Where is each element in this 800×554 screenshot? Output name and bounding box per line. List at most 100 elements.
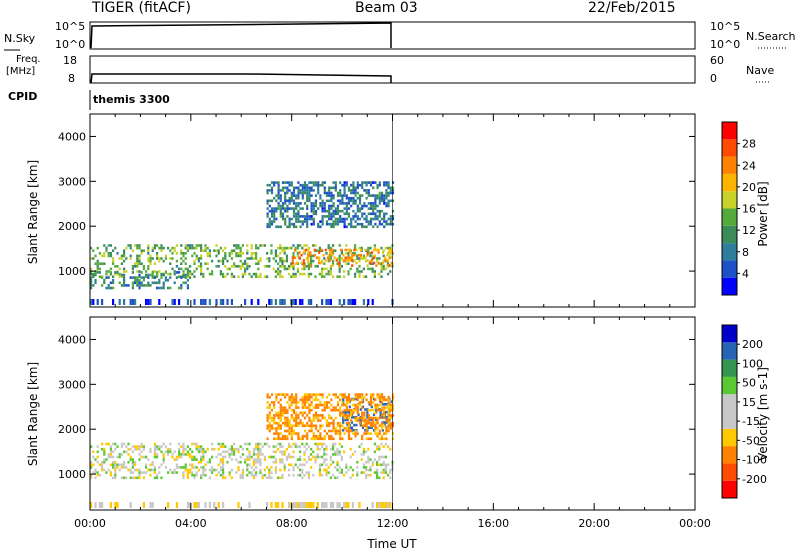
range-cell <box>149 254 152 258</box>
range-cell <box>109 271 112 274</box>
range-cell <box>308 215 311 218</box>
range-cell <box>197 460 200 464</box>
range-cell <box>352 181 355 184</box>
range-cell <box>369 204 373 208</box>
range-cell <box>103 244 106 247</box>
range-cell <box>290 427 293 430</box>
range-cell <box>160 244 163 247</box>
range-cell <box>182 275 185 278</box>
range-cell <box>373 254 376 258</box>
range-cell <box>173 468 176 472</box>
range-cell <box>305 502 308 508</box>
range-cell <box>123 299 126 305</box>
range-cell <box>345 408 348 412</box>
range-cell <box>367 447 370 451</box>
colorbar-tick-label: 28 <box>742 138 756 151</box>
range-cell <box>294 442 297 446</box>
range-cell <box>363 181 366 184</box>
range-cell <box>162 286 165 290</box>
range-cell <box>182 273 185 277</box>
range-cell <box>208 458 211 461</box>
range-cell <box>347 408 351 412</box>
range-cell <box>281 246 284 250</box>
range-cell <box>346 248 349 252</box>
range-cell <box>186 275 189 278</box>
range-cell <box>299 450 302 454</box>
range-cell <box>131 249 134 252</box>
range-cell <box>306 196 309 200</box>
range-cell <box>328 401 331 404</box>
range-cell <box>103 453 106 456</box>
range-cell <box>193 275 196 278</box>
range-cell <box>290 455 293 459</box>
range-cell <box>357 253 360 257</box>
range-cell <box>336 222 340 226</box>
range-cell <box>204 468 207 472</box>
range-cell <box>367 220 370 223</box>
range-cell <box>387 252 390 255</box>
range-cell <box>195 445 198 448</box>
range-cell <box>257 275 260 278</box>
range-cell <box>369 466 372 469</box>
range-cell <box>219 468 222 472</box>
range-cell <box>147 458 150 461</box>
range-cell <box>193 259 196 263</box>
range-cell <box>149 450 152 454</box>
range-cell <box>239 476 242 480</box>
velocity-cells <box>90 317 395 510</box>
range-cell <box>277 401 280 404</box>
range-cell <box>252 450 255 454</box>
range-cell <box>250 299 253 305</box>
range-cell <box>266 265 269 268</box>
range-cell <box>391 189 395 192</box>
range-cell <box>96 460 99 464</box>
range-cell <box>178 267 181 271</box>
range-cell <box>92 273 95 277</box>
range-cell <box>288 246 291 250</box>
range-cell <box>213 447 216 451</box>
range-cell <box>268 259 271 263</box>
range-cell <box>387 411 390 415</box>
range-cell <box>250 455 253 459</box>
range-cell <box>367 401 370 404</box>
range-cell <box>383 432 386 435</box>
range-cell <box>354 189 357 192</box>
range-cell <box>365 398 368 402</box>
range-cell <box>103 252 106 255</box>
range-cell <box>182 447 185 451</box>
range-cell <box>266 395 269 399</box>
range-cell <box>191 246 194 250</box>
range-cell <box>340 265 343 268</box>
range-cell <box>332 502 335 508</box>
range-cell <box>329 253 332 257</box>
range-cell <box>140 450 143 454</box>
range-cell <box>266 466 269 469</box>
range-cell <box>367 421 370 425</box>
range-cell <box>383 406 386 409</box>
range-cell <box>149 284 152 287</box>
range-cell <box>297 202 300 205</box>
range-cell <box>338 502 341 508</box>
range-cell <box>308 406 311 409</box>
range-cell <box>353 429 356 432</box>
range-cell <box>105 272 108 276</box>
range-cell <box>281 445 284 448</box>
range-cell <box>263 468 266 472</box>
range-cell <box>338 267 341 271</box>
range-cell <box>105 286 108 290</box>
range-cell <box>239 259 242 263</box>
range-cell <box>363 217 366 221</box>
range-cell <box>319 196 322 200</box>
range-cell <box>273 406 276 409</box>
range-cell <box>215 244 218 247</box>
range-cell <box>306 204 309 208</box>
colorbar-tick-label: 50 <box>742 377 756 390</box>
range-cell <box>92 249 95 252</box>
range-cell <box>288 196 291 200</box>
range-cell <box>279 212 282 216</box>
range-cell <box>354 244 357 247</box>
range-cell <box>319 202 322 205</box>
range-cell <box>147 252 150 255</box>
range-cell <box>142 276 145 279</box>
colorbar-segment <box>722 342 737 360</box>
